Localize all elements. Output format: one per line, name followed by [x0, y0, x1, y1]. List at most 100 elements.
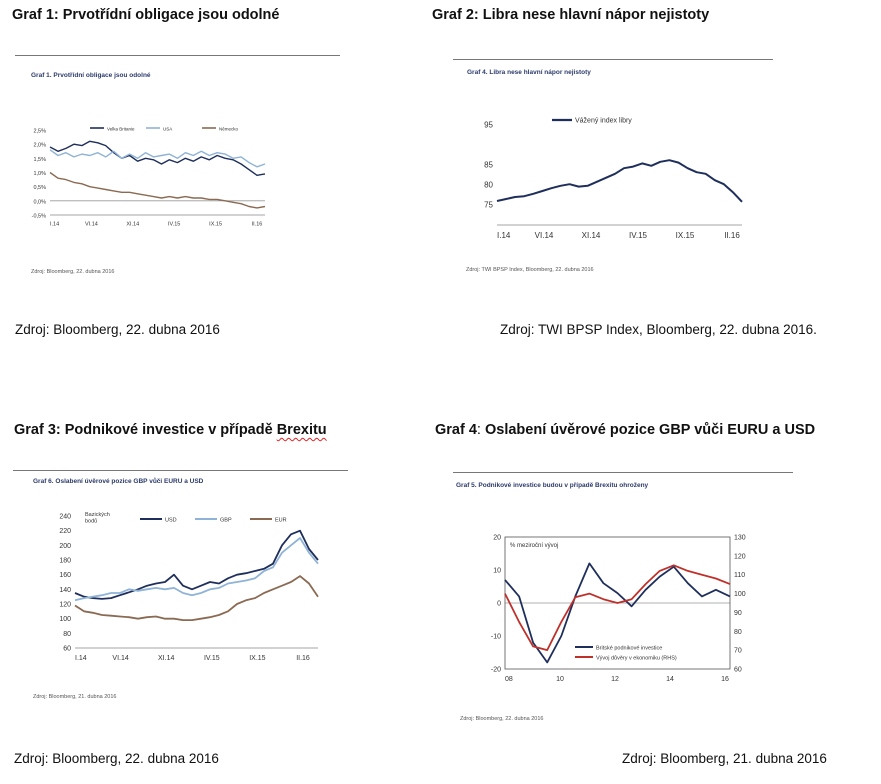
series-line-2 — [49, 149, 266, 168]
chart1-plot: 2,5% 2,0% 1,5% 1,0% 0,5% 0,0% -0,5% I.14 VI.14 XI… — [32, 126, 266, 228]
y-axis-label: % meziroční vývoj — [510, 543, 558, 549]
x-tick-label: XI.14 — [126, 222, 139, 228]
x-tick-label: 14 — [666, 676, 674, 683]
y-axis-label: Bazických — [85, 512, 110, 518]
series-line-3 — [49, 171, 266, 209]
graf3-heading: Graf 3: Podnikové investice v případě Br… — [14, 422, 327, 438]
x-tick-label: IV.15 — [168, 222, 180, 228]
y-tick-label: 220 — [59, 528, 71, 535]
plot-frame — [504, 536, 731, 670]
y-tick-label-right: 130 — [734, 535, 746, 542]
x-tick-label: 10 — [556, 676, 564, 683]
y-tick-label: 100 — [59, 616, 71, 623]
y-axis-label: bodů — [85, 518, 97, 525]
chart2-plot: 95 85 80 75 I.14 VI.14 XI.14 IV.15 IX.15 II.16 Váž… — [484, 117, 743, 240]
series-line-1 — [504, 562, 731, 664]
rule-4 — [453, 472, 793, 473]
graf4-heading-label: Graf 4 — [435, 422, 477, 438]
source-2: Zdroj: TWI BPSP Index, Bloomberg, 22. du… — [500, 322, 817, 337]
y-tick-label-right: 60 — [734, 667, 742, 674]
chart1-title: Graf 1. Prvotřídní obligace jsou odolné — [31, 72, 151, 79]
x-tick-label: VI.14 — [112, 655, 128, 662]
legend-label-1: Vážený index libry — [575, 117, 632, 124]
chart3-plot: 240 220 200 180 160 140 120 100 80 60 I.14 VI.14 XI.… — [59, 512, 319, 662]
graf2-heading: Graf 2: Libra nese hlavní nápor nejistot… — [432, 7, 710, 23]
y-tick-label: 95 — [484, 121, 493, 130]
x-tick-label: IV.15 — [204, 655, 220, 662]
y-tick-label: 2,5% — [33, 129, 46, 135]
x-tick-label: IX.15 — [209, 222, 222, 228]
y-tick-label: 140 — [59, 587, 71, 594]
chart2-inner-source: Zdroj: TWI BPSP Index, Bloomberg, 22. du… — [466, 267, 594, 273]
x-tick-label: II.16 — [252, 222, 263, 228]
series-line-1 — [74, 529, 319, 600]
x-tick-label: 08 — [505, 676, 513, 683]
y-tick-label: 180 — [59, 558, 71, 565]
series-line-2 — [504, 564, 731, 651]
chart4-inner-source: Zdroj: Bloomberg, 22. dubna 2016 — [460, 716, 544, 722]
x-tick-label: 12 — [611, 676, 619, 683]
y-tick-label-right: 80 — [734, 629, 742, 636]
y-tick-label-right: 100 — [734, 591, 746, 598]
series-line-1 — [49, 140, 266, 176]
y-tick-label: 10 — [493, 568, 501, 575]
x-tick-label: I.14 — [75, 655, 87, 662]
chart1-inner-source: Zdroj: Bloomberg, 22. dubna 2016 — [31, 269, 115, 275]
source-4: Zdroj: Bloomberg, 21. dubna 2016 — [622, 751, 827, 766]
legend-label-3: Německo — [219, 126, 239, 131]
y-tick-label: 160 — [59, 572, 71, 579]
graf4-heading-colon: : — [476, 422, 485, 438]
series-line-3 — [74, 575, 319, 621]
chart2-title: Graf 4. Libra nese hlavní nápor nejistot… — [467, 69, 591, 76]
rule-2 — [453, 59, 773, 60]
x-tick-label: VI.14 — [535, 231, 554, 240]
y-tick-label: 0 — [497, 601, 501, 608]
y-tick-label: 80 — [484, 181, 493, 190]
legend-label-2: USA — [163, 126, 172, 131]
x-tick-label: 16 — [721, 676, 729, 683]
source-3: Zdroj: Bloomberg, 22. dubna 2016 — [14, 751, 219, 766]
y-tick-label: -0,5% — [32, 214, 46, 220]
y-tick-label-right: 110 — [734, 572, 745, 579]
graf4-heading-text: Oslabení úvěrové pozice GBP vůči EURU a … — [484, 422, 816, 438]
x-tick-label: IX.15 — [249, 655, 265, 662]
x-tick-label: XI.14 — [158, 655, 174, 662]
legend-label-2: Vývoj důvěry v ekonomiku (RHS) — [596, 654, 677, 661]
legend-label-1: Velka Britanie — [107, 126, 135, 131]
y-tick-label: 20 — [493, 535, 501, 542]
x-tick-label: VI.14 — [85, 222, 98, 228]
graf3-heading-brexit: Brexitu — [276, 422, 327, 438]
y-tick-label: 60 — [63, 646, 71, 653]
x-tick-label: IX.15 — [676, 231, 695, 240]
legend-label-1: USD — [165, 517, 177, 523]
legend-label-2: GBP — [220, 517, 232, 523]
y-tick-label: -20 — [491, 667, 501, 674]
x-tick-label: IV.15 — [629, 231, 647, 240]
y-tick-label: 240 — [59, 514, 71, 521]
x-tick-label: XI.14 — [582, 231, 601, 240]
x-tick-label: II.16 — [724, 231, 740, 240]
graf3-heading-main: Graf 3: Podnikové investice v případě — [14, 422, 277, 438]
y-tick-label: 0,0% — [33, 199, 46, 205]
y-tick-label: 0,5% — [33, 185, 46, 191]
y-tick-label: 200 — [59, 543, 71, 550]
y-tick-label-right: 70 — [734, 648, 742, 655]
y-tick-label: -10 — [491, 634, 501, 641]
legend-label-1: Britské podnikové investice — [596, 645, 662, 651]
chart3-title: Graf 6. Oslabení úvěrové pozice GBP vůči… — [33, 478, 204, 485]
x-tick-label: I.14 — [50, 222, 59, 228]
rule-1 — [15, 55, 340, 56]
rule-3 — [13, 470, 348, 471]
x-tick-label: II.16 — [296, 655, 310, 662]
y-tick-label-right: 90 — [734, 610, 742, 617]
graf4-heading: Graf 4: Oslabení úvěrové pozice GBP vůči… — [435, 422, 815, 438]
y-tick-label: 80 — [63, 631, 71, 638]
legend-label-3: EUR — [275, 517, 287, 523]
y-tick-label: 85 — [484, 161, 493, 170]
y-tick-label: 2,0% — [33, 143, 46, 149]
y-tick-label: 1,5% — [33, 157, 46, 163]
chart4-title: Graf 5. Podnikové investice budou v příp… — [456, 482, 649, 489]
graf1-heading: Graf 1: Prvotřídní obligace jsou odolné — [12, 7, 280, 23]
series-line-1 — [496, 159, 743, 203]
